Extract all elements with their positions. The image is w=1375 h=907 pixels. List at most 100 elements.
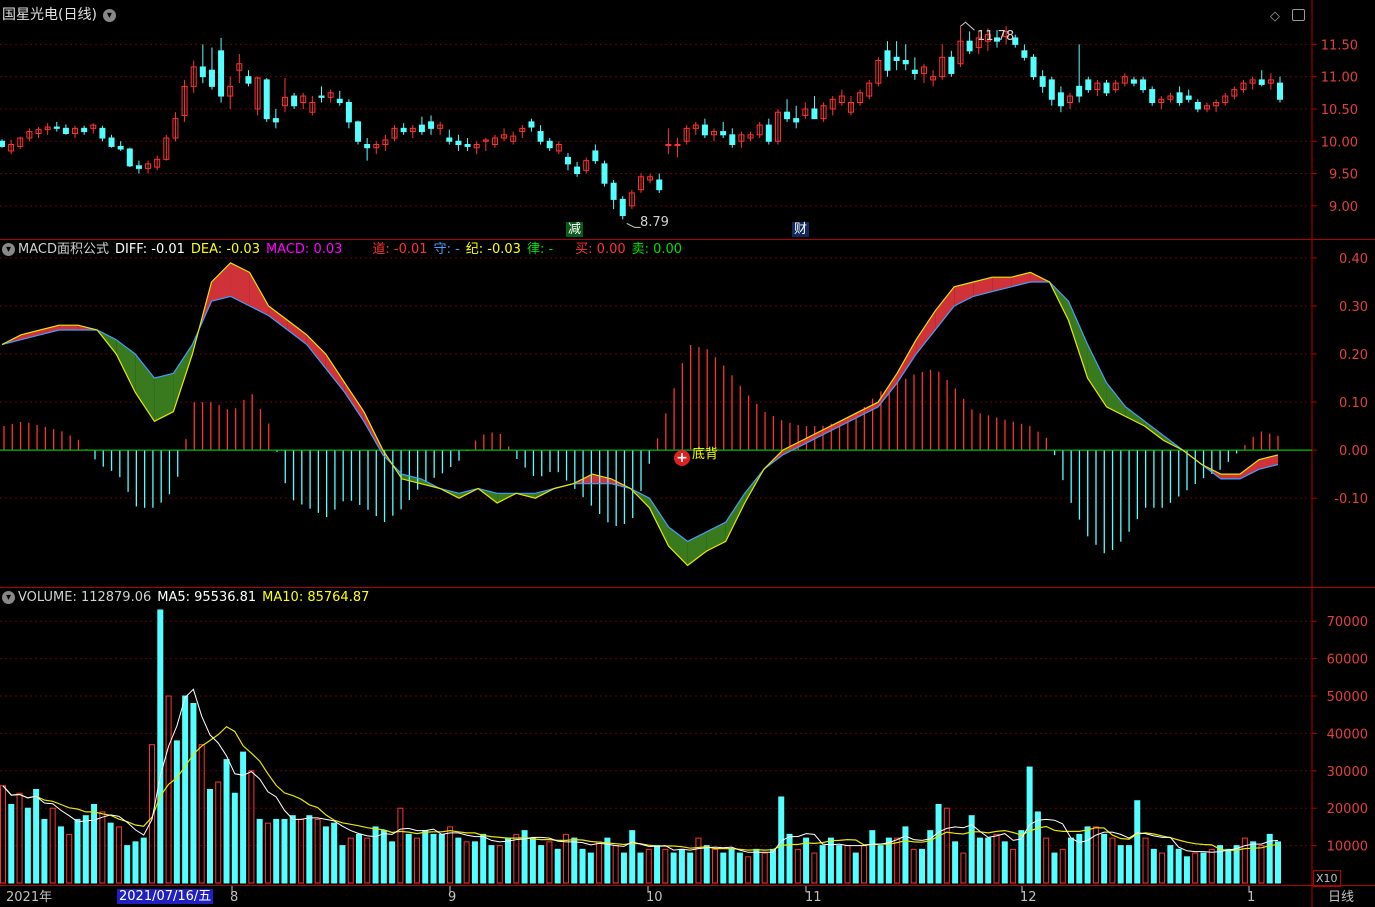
candle-body	[17, 137, 24, 147]
low-price-label: 8.79	[640, 215, 669, 230]
signal-jian[interactable]: 减	[566, 222, 584, 237]
candle-body	[1240, 82, 1247, 91]
macd-area-segment	[135, 354, 155, 422]
volume-bar	[1159, 852, 1166, 884]
high-price-marker	[960, 21, 975, 31]
buy-signal-icon[interactable]: +	[674, 450, 690, 466]
volume-bar	[1200, 852, 1207, 884]
price-tick-label: 10.00	[1321, 135, 1358, 150]
date-label-dec: 12	[1020, 890, 1037, 905]
candle-body	[81, 127, 88, 133]
volume-bar	[985, 837, 992, 884]
date-label-cursor[interactable]: 2021/07/16/五	[117, 889, 214, 904]
candle-body	[117, 145, 124, 150]
volume-bar	[885, 837, 892, 884]
candle-body	[811, 108, 818, 120]
volume-bar	[389, 841, 396, 884]
zoom-level[interactable]: X10	[1313, 870, 1341, 887]
date-label-nov: 11	[805, 890, 822, 905]
volume-bar	[943, 807, 950, 884]
candle-body	[729, 134, 736, 145]
volume-bar	[41, 818, 48, 884]
volume-bar	[728, 848, 735, 884]
candle-body	[1231, 89, 1238, 97]
candle-body	[656, 179, 663, 191]
volume-bar	[960, 852, 967, 884]
volume-bar	[1051, 852, 1058, 884]
candle-body	[784, 111, 791, 120]
stock-title[interactable]: 国星光电(日线)	[2, 7, 97, 23]
macd-area-segment	[1011, 272, 1031, 287]
candle-body	[829, 98, 836, 110]
volume-bar	[91, 803, 98, 884]
candle-body	[272, 118, 279, 123]
volume-bar	[877, 845, 884, 884]
chevron-down-icon[interactable]: ▾	[102, 9, 116, 22]
signal-cai[interactable]: 财	[792, 222, 810, 237]
signal-beili[interactable]: 底背	[692, 447, 719, 462]
macd-area-segment	[268, 306, 288, 331]
macd-panel-header: ▾ MACD面积公式 DIFF: -0.01 DEA: -0.03 MACD: 0.03…	[2, 242, 688, 258]
volume-bar	[745, 856, 752, 884]
macd-area-segment	[40, 325, 60, 335]
candle-body	[793, 118, 800, 123]
volume-bar	[1059, 848, 1066, 884]
period-label[interactable]: 日线	[1328, 890, 1355, 905]
volume-bar	[331, 822, 338, 884]
volume-bar	[869, 830, 876, 884]
price-tick-label: 9.50	[1329, 168, 1358, 183]
volume-bar	[149, 744, 156, 884]
volume-bar	[596, 841, 603, 884]
price-tick-label: 9.00	[1329, 200, 1358, 215]
macd-area-segment	[1144, 421, 1164, 441]
volume-bar	[1233, 845, 1240, 884]
candle-body	[464, 143, 471, 147]
volume-bar	[182, 695, 189, 884]
candle-body	[90, 124, 97, 129]
candle-body	[1048, 79, 1055, 100]
volume-bar	[861, 845, 868, 884]
candle-body	[1249, 79, 1256, 84]
settings-diamond-icon[interactable]: ◇	[1270, 9, 1280, 24]
dea-value: DEA: -0.03	[190, 242, 260, 257]
candle-body	[592, 150, 599, 162]
volume-bar	[1034, 811, 1041, 884]
candle-body	[26, 131, 33, 139]
macd-area-segment	[21, 330, 41, 340]
candle-body	[291, 95, 298, 107]
volume-bar	[248, 770, 255, 884]
volume-bar	[49, 807, 56, 884]
volume-bar	[902, 826, 909, 884]
macd-area-segment	[325, 354, 345, 393]
volume-bar	[562, 833, 569, 884]
chevron-down-icon[interactable]: ▾	[2, 243, 15, 256]
candle-body	[866, 82, 873, 97]
candle-body	[510, 135, 517, 142]
macd-area-segment	[1087, 344, 1107, 407]
macd-area-segment	[173, 344, 193, 412]
macd-area-segment	[973, 277, 993, 297]
candle-body	[373, 143, 380, 149]
macd-area-segment	[935, 286, 955, 331]
window-toggle-icon[interactable]	[1292, 9, 1305, 21]
volume-bar	[1217, 845, 1224, 884]
volume-bar	[538, 845, 545, 884]
volume-bar	[1275, 841, 1281, 884]
volume-bar	[811, 852, 818, 884]
volume-bar	[8, 803, 15, 884]
volume-bar	[206, 789, 213, 884]
volume-bar	[844, 845, 851, 884]
macd-indicator-name[interactable]: MACD面积公式	[18, 242, 109, 257]
macd-area-segment	[897, 339, 917, 383]
candle-body	[1076, 85, 1083, 97]
volume-panel-header: ▾ VOLUME: 112879.06 MA5: 95536.81 MA10: 857…	[2, 590, 375, 606]
candle-body	[1067, 95, 1074, 104]
chevron-down-icon[interactable]: ▾	[2, 591, 15, 604]
volume-bar	[33, 789, 40, 884]
volume-bar	[819, 845, 826, 884]
candle-body	[327, 92, 334, 98]
volume-bar	[662, 848, 669, 884]
candle-body	[555, 143, 562, 152]
volume-bar	[1192, 852, 1199, 884]
volume-bar	[678, 848, 685, 884]
